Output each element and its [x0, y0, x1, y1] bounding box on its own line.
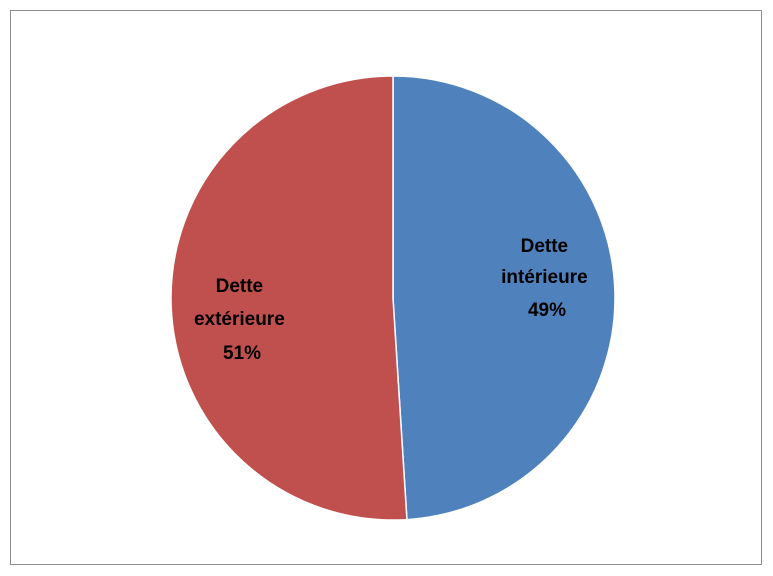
pie-slices: [170, 75, 616, 521]
slice-label-interieure: Dette intérieure 49%: [501, 236, 593, 321]
slice-label-interieure-line2: intérieure: [501, 267, 588, 288]
pie-slice-exterieure: [170, 75, 408, 521]
slice-label-interieure-percent: 49%: [528, 300, 566, 321]
slice-label-exterieure-line2: extérieure: [194, 309, 285, 330]
slice-label-exterieure: Dette extérieure 51%: [194, 276, 290, 364]
slice-label-exterieure-percent: 51%: [223, 343, 261, 364]
pie-slice-interieure: [392, 75, 616, 521]
slice-label-exterieure-line1: Dette: [216, 276, 264, 297]
slice-label-interieure-line1: Dette: [521, 236, 569, 257]
